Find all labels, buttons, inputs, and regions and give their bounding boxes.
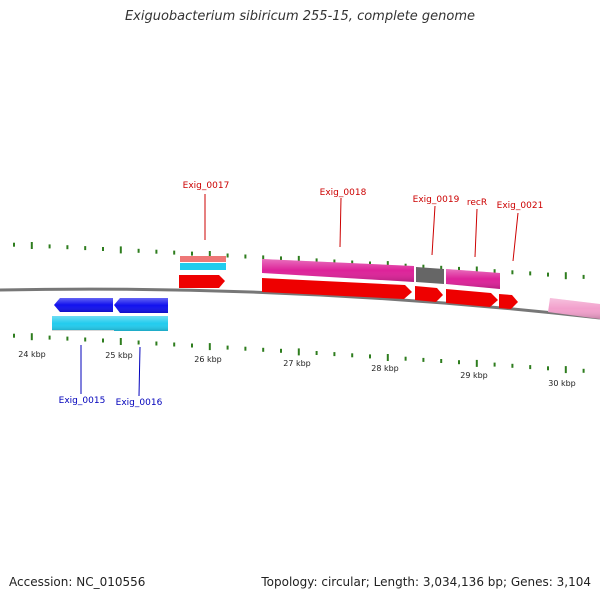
leader-line (512, 212, 519, 262)
cds-arrow-exig-0019[interactable] (415, 286, 443, 302)
map-title: Exiguobacterium sibiricum 255-15, comple… (124, 9, 476, 24)
gene-bar-shade (548, 298, 600, 319)
forward-features (179, 256, 600, 319)
scale-label: 24 kbp (18, 350, 46, 359)
leader-line (138, 346, 141, 397)
gene-label-exig-0018[interactable]: Exig_0018 (320, 188, 367, 198)
leader-line (431, 205, 436, 256)
gene-label-recr[interactable]: recR (467, 198, 487, 208)
genome-summary-text: Topology: circular; Length: 3,034,136 bp… (261, 575, 591, 589)
gene-labels-bottom: Exig_0015 Exig_0016 (59, 345, 163, 408)
reverse-features (52, 298, 168, 331)
pseudo-feature-exig-0019[interactable] (416, 267, 444, 284)
scale-labels: 24 kbp 25 kbp 26 kbp 27 kbp 28 kbp 29 kb… (18, 350, 576, 388)
gene-label-exig-0019[interactable]: Exig_0019 (413, 195, 460, 205)
gene-arrow-shade (54, 298, 113, 312)
lower-tick-track (13, 333, 585, 374)
rna-feature-light-blue[interactable] (180, 263, 226, 270)
gene-bar-shade (446, 269, 500, 289)
cds-arrow-exig-0018[interactable] (262, 278, 412, 299)
rna-feature-shade (52, 316, 168, 331)
cds-arrow-exig-0017[interactable] (179, 275, 225, 288)
gene-labels-top: Exig_0017 Exig_0018 Exig_0019 recR Exig_… (183, 181, 544, 262)
genome-backbone (0, 287, 600, 320)
gene-bar-shade (262, 259, 414, 282)
gene-arrow-shade (114, 298, 168, 313)
accession-text: Accession: NC_010556 (9, 575, 146, 589)
scale-label: 26 kbp (194, 355, 222, 364)
cds-arrow-exig-0021[interactable] (499, 294, 518, 309)
scale-label: 27 kbp (283, 359, 311, 368)
leader-line (339, 197, 342, 248)
scale-label: 29 kbp (460, 371, 488, 380)
gene-label-exig-0017[interactable]: Exig_0017 (183, 181, 230, 191)
rna-feature-salmon[interactable] (180, 256, 226, 262)
gene-label-exig-0021[interactable]: Exig_0021 (497, 201, 544, 211)
scale-label: 25 kbp (105, 351, 133, 360)
gene-label-exig-0016[interactable]: Exig_0016 (116, 398, 163, 408)
leader-line (474, 208, 478, 258)
scale-label: 28 kbp (371, 364, 399, 373)
scale-label: 30 kbp (548, 379, 576, 388)
gene-label-exig-0015[interactable]: Exig_0015 (59, 396, 106, 406)
cds-arrow-recr[interactable] (446, 289, 498, 307)
